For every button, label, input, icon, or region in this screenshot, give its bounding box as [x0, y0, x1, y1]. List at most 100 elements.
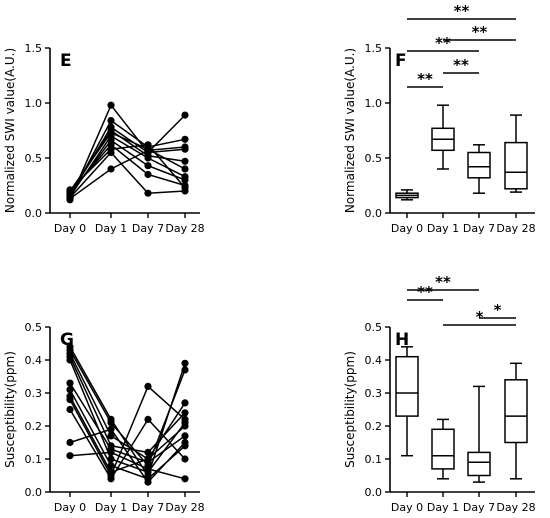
significance-label: ** [417, 70, 433, 88]
y-tick-label: 0.0 [365, 486, 383, 499]
y-tick-label: 0.2 [25, 420, 43, 433]
subject-line [69, 131, 186, 192]
panel-label: F [395, 51, 407, 71]
data-point [181, 157, 189, 165]
data-point [181, 422, 189, 430]
subject-line [69, 144, 186, 191]
x-tick-label: Day 1 [95, 501, 127, 514]
data-point [66, 195, 74, 203]
data-point [181, 143, 189, 151]
data-point [144, 415, 152, 423]
data-point [66, 379, 74, 387]
data-point [107, 475, 115, 483]
data-point [66, 405, 74, 414]
y-axis-title: Susceptibility(ppm) [3, 351, 17, 468]
data-point [144, 478, 152, 486]
x-tick-label: Day 0 [54, 501, 86, 514]
y-tick-label: 0.3 [25, 387, 43, 400]
data-point [144, 455, 152, 463]
subject-line [69, 146, 186, 200]
y-axis-title: Normalized SWI value(A.U.) [3, 48, 17, 213]
x-tick-label: Day 28 [165, 501, 204, 514]
subject-line [69, 103, 186, 201]
subject-line [69, 451, 186, 480]
x-tick-label: Day 0 [391, 501, 423, 514]
y-tick-label: 1.5 [25, 42, 43, 55]
x-tick-label: Day 7 [132, 501, 164, 514]
data-point [144, 382, 152, 390]
box-iqr [467, 451, 491, 477]
subject-line [69, 428, 186, 484]
significance-label: ** [417, 283, 433, 301]
data-point [181, 165, 189, 173]
data-point [66, 438, 74, 447]
subject-line [69, 395, 186, 474]
data-point [181, 366, 189, 374]
data-point [66, 386, 74, 394]
y-axis-title: Susceptibility(ppm) [343, 351, 357, 468]
x-tick-label: Day 28 [496, 501, 535, 514]
significance-label: ** [435, 34, 451, 52]
y-tick-label: 0.5 [25, 321, 43, 334]
significance-label: * [476, 308, 484, 326]
data-point [107, 117, 115, 125]
significance-label: ** [435, 273, 451, 291]
data-point [181, 399, 189, 407]
box-iqr [431, 428, 455, 470]
panel-h: 0.0 0.1 0.2 0.3 0.4 0.5 Day 0 Day 1 Day 7 Day 28 S… [343, 273, 536, 514]
data-point [181, 455, 189, 463]
data-point [181, 187, 189, 195]
y-tick-label: 1.5 [365, 42, 383, 55]
data-point [144, 448, 152, 456]
data-point [144, 170, 152, 179]
y-tick-label: 0.1 [25, 453, 43, 466]
data-point [144, 154, 152, 162]
significance-label: * [494, 301, 502, 319]
x-tick-label: Day 7 [463, 501, 495, 514]
data-point [107, 419, 115, 427]
x-tick-label: Day 0 [54, 222, 86, 235]
subject-line [69, 349, 186, 468]
panel-label: E [60, 51, 72, 71]
data-point [144, 189, 152, 197]
data-point [107, 101, 115, 109]
significance-label: ** [454, 2, 470, 20]
data-point [144, 465, 152, 473]
y-tick-label: 0.0 [25, 207, 43, 220]
data-point [181, 359, 189, 367]
data-point [181, 432, 189, 440]
significance-label: ** [453, 56, 469, 74]
subject-line [69, 151, 186, 199]
subject-line [69, 119, 186, 198]
data-point [181, 409, 189, 417]
data-point [107, 448, 115, 456]
data-point [107, 425, 115, 433]
y-tick-label: 0.4 [365, 354, 383, 367]
panel-e: 0.0 0.5 1.0 1.5 Day 0 Day 1 Day 7 Day 28 Normali… [3, 42, 205, 235]
y-tick-label: 0.1 [365, 453, 383, 466]
y-tick-label: 0.0 [365, 207, 383, 220]
data-point [181, 475, 189, 483]
x-tick-label: Day 1 [427, 501, 459, 514]
x-tick-label: Day 1 [95, 222, 127, 235]
y-tick-label: 0.4 [25, 354, 43, 367]
box-iqr [504, 379, 528, 444]
x-tick-label: Day 7 [463, 222, 495, 235]
data-point [66, 186, 74, 194]
data-point [107, 148, 115, 157]
box-iqr [504, 141, 528, 190]
data-point [144, 146, 152, 154]
box-iqr [395, 355, 419, 417]
x-tick-label: Day 7 [132, 222, 164, 235]
y-tick-label: 1.0 [365, 97, 383, 110]
x-tick-label: Day 28 [165, 222, 204, 235]
data-point [66, 396, 74, 404]
data-point [181, 415, 189, 423]
box-iqr [467, 151, 491, 179]
panel-g: 0.0 0.1 0.2 0.3 0.4 0.5 Day 0 Day 1 Day 7 Day 28 S… [3, 321, 205, 514]
panel-f: 0.0 0.5 1.0 1.5 Day 0 Day 1 Day 7 Day 28 Normali… [343, 2, 536, 235]
y-tick-label: 0.0 [25, 486, 43, 499]
subject-line [69, 409, 186, 481]
x-tick-label: Day 0 [391, 222, 423, 235]
